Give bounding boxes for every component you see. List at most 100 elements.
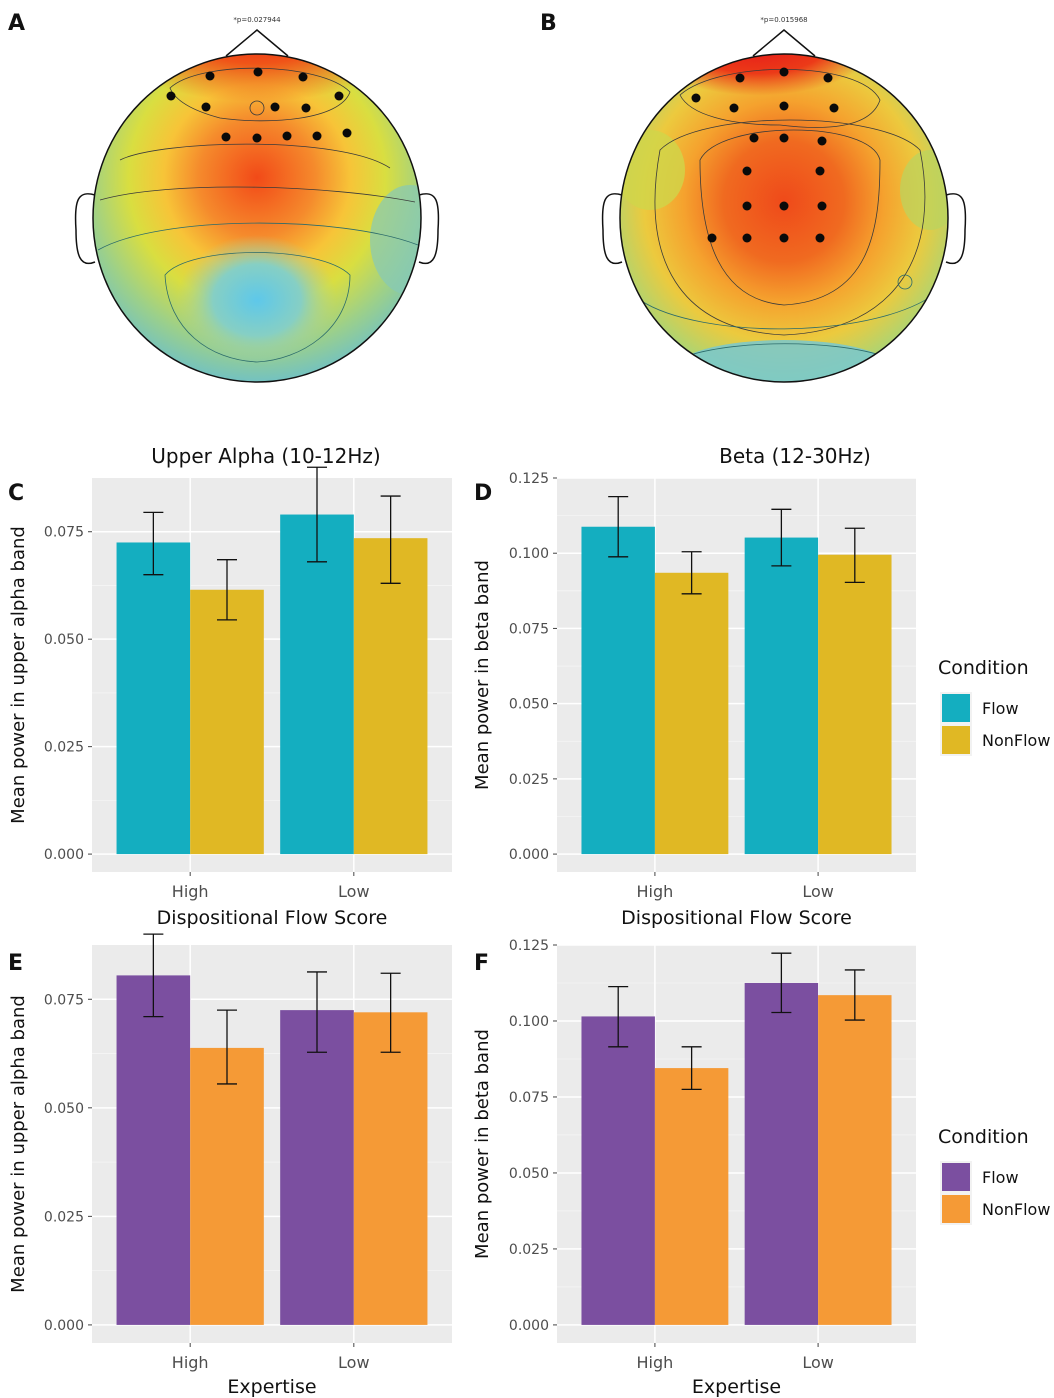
topomap-b-electrode-16: [742, 233, 752, 243]
legend-swatch-flow: [942, 1163, 970, 1191]
panel-f-y-tick-label: 0.000: [509, 1318, 549, 1334]
head-ear-left-b: [601, 193, 623, 265]
topomap-a-electrode-7: [334, 91, 344, 101]
topomap-b-electrode-3: [691, 93, 701, 103]
topomap-b: *p=0.015968: [601, 16, 967, 383]
panel-d-y-axis-title: Mean power in beta band: [472, 560, 493, 790]
head-nose-b: [752, 29, 816, 57]
topomap-b-electrode-8: [779, 133, 789, 143]
head-ear-left-a: [74, 193, 96, 265]
topomap-b-electrode-4: [729, 103, 739, 113]
panel-d-y-tick-label: 0.100: [509, 546, 549, 562]
panel-f-bar-flow-high: [581, 1016, 655, 1325]
panel-c-x-axis-title: Dispositional Flow Score: [157, 907, 388, 929]
panel-e-bar-flow-low: [280, 1010, 354, 1325]
panel-f-bar-flow-low: [744, 982, 819, 1325]
panel-c-y-tick-label: 0.050: [44, 632, 84, 648]
topo-annotation-b: *p=0.015968: [760, 16, 807, 24]
legend-condition-top: Condition Flow NonFlow: [938, 657, 1050, 756]
panel-f-bar-nonflow-high: [654, 1068, 729, 1325]
topomap-a-electrode-5: [298, 72, 308, 82]
panel-label-a: A: [8, 11, 25, 36]
panel-d-x-tick-label: High: [637, 882, 674, 901]
panel-e-y-axis-title: Mean power in upper alpha band: [8, 995, 29, 1293]
panel-f-bar-nonflow-low: [818, 995, 892, 1325]
panel-c-x-tick-label: High: [172, 882, 209, 901]
panel-label-f: F: [474, 951, 489, 976]
chart-panel-c: 0.000 0.025 0.050 0.075 High Low Dispositional…: [8, 444, 452, 929]
panel-c-bar-flow-low: [280, 514, 354, 855]
head-nose-a: [225, 29, 289, 57]
topo-annotation-a: *p=0.027944: [233, 16, 281, 24]
panel-e-y-tick-label: 0.000: [44, 1318, 84, 1334]
panel-e-x-axis-title: Expertise: [227, 1376, 316, 1398]
topomap-b-electrode-6: [829, 103, 839, 113]
panel-e-y-tick-label: 0.050: [44, 1101, 84, 1117]
topomap-a-electrode-9: [252, 133, 262, 143]
panel-d-bar-flow-low: [744, 537, 819, 855]
panel-e-y-tick-label: 0.075: [44, 992, 84, 1008]
topomap-b-electrode-15: [707, 233, 717, 243]
panel-e-bar-nonflow-high: [190, 1047, 264, 1325]
topomap-a-electrode-3: [201, 102, 211, 112]
panel-c-y-tick-label: 0.075: [44, 525, 84, 541]
legend-label-nonflow: NonFlow: [982, 731, 1050, 750]
topomap-a-electrode-0: [205, 71, 215, 81]
legend-swatch-nonflow: [942, 1195, 970, 1223]
panel-d-y-tick-label: 0.050: [509, 697, 549, 713]
panel-c-y-axis-title: Mean power in upper alpha band: [8, 526, 29, 824]
panel-label-d: D: [474, 481, 492, 506]
topomap-b-electrode-7: [749, 133, 759, 143]
panel-f-y-tick-label: 0.025: [509, 1242, 549, 1258]
panel-c-x-tick-label: Low: [338, 882, 370, 901]
topomap-b-electrode-0: [735, 73, 745, 83]
panel-f-x-tick-label: High: [637, 1353, 674, 1372]
panel-f-y-tick-label: 0.050: [509, 1166, 549, 1182]
head-ear-right-b: [945, 193, 967, 265]
panel-c-title: Upper Alpha (10-12Hz): [151, 444, 380, 468]
topomap-b-electrode-18: [815, 233, 825, 243]
panel-d-x-tick-label: Low: [802, 882, 834, 901]
panel-d-x-axis-title: Dispositional Flow Score: [621, 907, 852, 929]
chart-panel-f: 0.000 0.025 0.050 0.075 0.100 0.125 High Low Exp…: [472, 938, 916, 1398]
topomap-a-electrode-10: [282, 131, 292, 141]
panel-c-y-tick-label: 0.000: [44, 847, 84, 863]
panel-c-bar-nonflow-low: [353, 538, 428, 855]
panel-f-x-tick-label: Low: [802, 1353, 834, 1372]
panel-d-y-tick-label: 0.025: [509, 772, 549, 788]
chart-panel-e: 0.000 0.025 0.050 0.075 High Low Expertise Mean…: [8, 933, 452, 1398]
panel-d-y-tick-label: 0.125: [509, 471, 549, 487]
panel-c-bar-flow-high: [116, 542, 191, 855]
panel-d-title: Beta (12-30Hz): [719, 444, 871, 468]
topomap-a-electrode-6: [301, 103, 311, 113]
panel-label-b: B: [540, 11, 557, 36]
panel-label-c: C: [8, 481, 24, 506]
topomap-a: *p=0.027944: [74, 16, 440, 383]
topomap-b-electrode-11: [815, 166, 825, 176]
topomap-b-electrode-2: [823, 73, 833, 83]
legend-swatch-flow: [942, 694, 970, 722]
legend-label-nonflow: NonFlow: [982, 1200, 1050, 1219]
topomap-a-electrode-11: [312, 131, 322, 141]
panel-f-y-tick-label: 0.075: [509, 1090, 549, 1106]
panel-e-bar-flow-high: [116, 975, 191, 1325]
legend-label-flow: Flow: [982, 1168, 1019, 1187]
panel-d-y-tick-label: 0.000: [509, 847, 549, 863]
panel-f-y-tick-label: 0.100: [509, 1014, 549, 1030]
panel-d-bar-nonflow-high: [654, 572, 729, 855]
panel-d-bar-flow-high: [581, 526, 655, 855]
topomap-a-electrode-1: [253, 67, 263, 77]
topomap-b-electrode-1: [779, 67, 789, 77]
head-outline-a: [92, 53, 422, 383]
head-outline-b: [619, 53, 949, 383]
legend-title: Condition: [938, 1126, 1029, 1148]
topomap-a-electrode-12: [342, 128, 352, 138]
panel-label-e: E: [8, 951, 23, 976]
topomap-b-electrode-13: [779, 201, 789, 211]
topomap-b-electrode-12: [742, 201, 752, 211]
panel-d-y-tick-label: 0.075: [509, 621, 549, 637]
topomap-b-electrode-5: [779, 101, 789, 111]
panel-c-bar-nonflow-high: [190, 589, 264, 855]
legend-condition-bottom: Condition Flow NonFlow: [938, 1126, 1050, 1225]
chart-panel-d: 0.000 0.025 0.050 0.075 0.100 0.125 High Low Dis…: [472, 444, 916, 929]
